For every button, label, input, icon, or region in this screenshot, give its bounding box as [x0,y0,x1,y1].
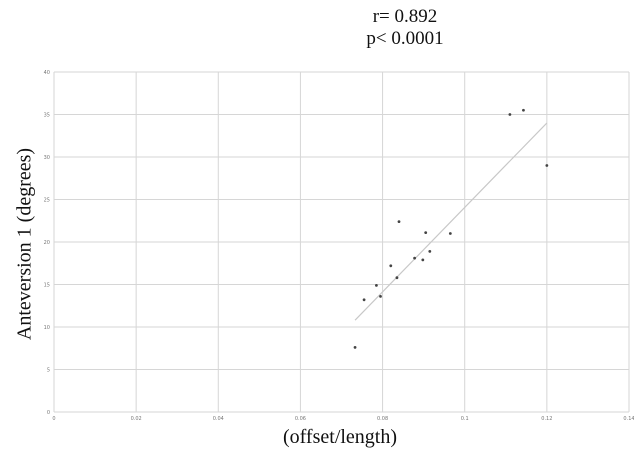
data-point [508,113,512,116]
stats-annotation: r= 0.892 p< 0.0001 [330,6,480,50]
data-point [522,108,525,112]
y-tick-label: 0 [47,410,50,416]
data-point [545,164,549,167]
data-point [362,298,366,302]
x-tick-label: 0.14 [623,416,634,422]
data-points [353,108,549,349]
grid [53,71,630,413]
x-tick-label: 0.08 [377,416,388,422]
y-tick-label: 25 [44,198,50,204]
y-tick-label: 30 [44,155,50,161]
data-point [448,232,452,235]
y-tick-label: 20 [44,240,50,246]
y-tick-label: 10 [44,325,50,331]
data-point [375,283,378,287]
y-tick-label: 35 [44,113,50,119]
data-point [397,220,401,224]
data-point [353,346,357,349]
data-point [389,264,393,268]
y-tick-label: 40 [44,70,50,76]
y-tick-label: 5 [47,368,50,374]
x-tick-label: 0 [52,416,55,422]
data-point [379,295,382,298]
data-point [395,276,399,280]
x-tick-label: 0.04 [213,416,224,422]
r-value: r= 0.892 [372,6,438,27]
trendline-group [354,122,548,321]
data-point [428,249,432,253]
data-point [424,231,428,235]
trendline [354,122,548,321]
x-tick-label: 0.02 [131,416,142,422]
x-tick-label: 0.06 [295,416,306,422]
data-point [413,256,417,260]
tick-labels: 0 0.02 0.04 0.06 0.08 0.1 0.12 0.14 0 5 10 15 20 25 30… [44,70,634,422]
p-value: p< 0.0001 [366,28,444,49]
x-tick-label: 0.1 [461,416,469,422]
y-tick-label: 15 [44,283,50,289]
data-point [421,258,425,262]
x-axis-label: (offset/length) [282,426,398,448]
x-tick-label: 0.12 [541,416,552,422]
